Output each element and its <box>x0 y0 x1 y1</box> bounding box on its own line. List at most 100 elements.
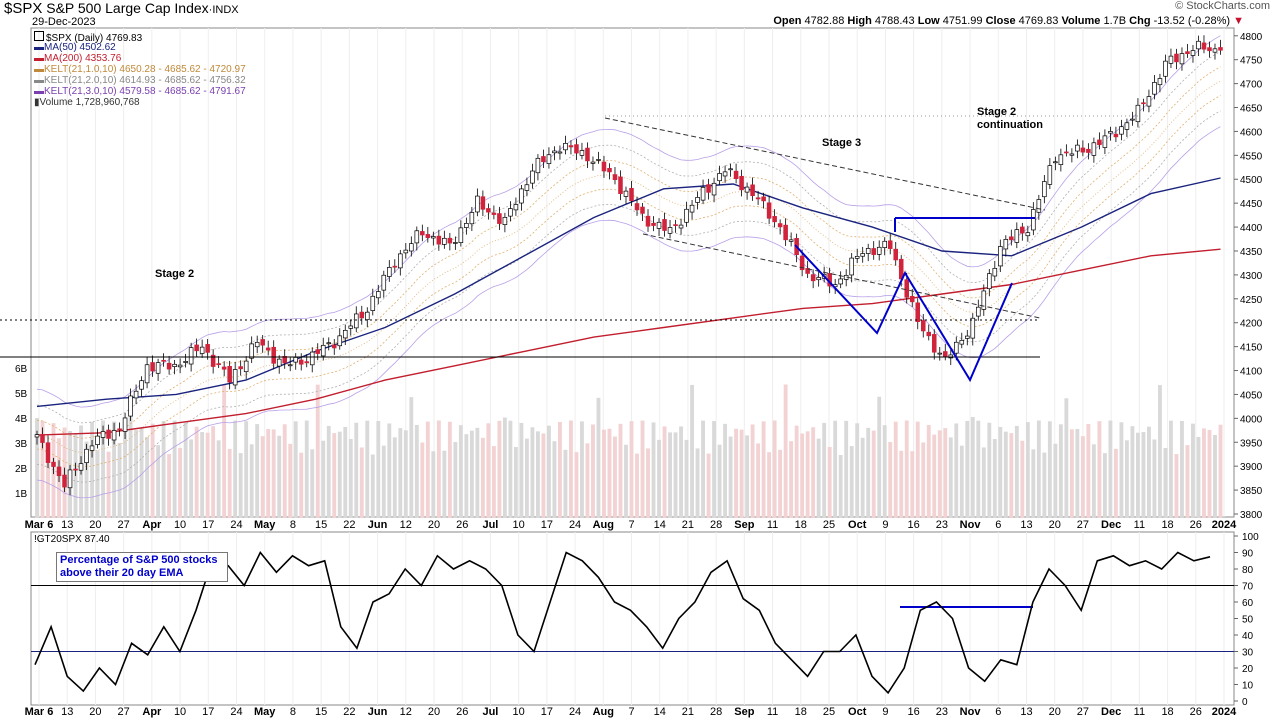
x-tick-label: 20 <box>89 519 101 531</box>
candle-body <box>282 356 287 364</box>
candle-body <box>453 242 458 244</box>
candle-body <box>1069 153 1075 156</box>
volume-bar <box>183 422 188 518</box>
indicator-y-tick-label: 100 <box>1242 532 1259 543</box>
volume-bar <box>376 420 381 518</box>
volume-bar <box>315 384 320 518</box>
x-tick-label: 15 <box>315 519 327 531</box>
candle-body <box>183 361 188 363</box>
x-tick-label: 18 <box>795 706 807 718</box>
legend-price-text: $SPX (Daily) 4769.83 <box>46 33 143 44</box>
candle-body <box>199 346 205 354</box>
candle-body <box>1124 122 1130 130</box>
candle-body <box>871 248 876 255</box>
candle-body <box>1207 47 1212 52</box>
x-tick-label: 14 <box>654 519 666 531</box>
x-tick-label: Aug <box>593 519 614 531</box>
volume-bar <box>90 421 94 518</box>
candle-body <box>915 302 921 323</box>
candle-body <box>431 236 436 239</box>
volume-bar <box>871 430 876 518</box>
candle-body <box>1020 226 1025 234</box>
candle-body <box>942 351 948 357</box>
candle-body <box>1119 126 1124 135</box>
volume-bar <box>750 424 755 518</box>
x-tick-label: 7 <box>628 519 634 531</box>
candle-body <box>838 278 843 285</box>
x-tick-label: 17 <box>541 706 553 718</box>
candle-body <box>51 461 56 467</box>
volume-bar <box>227 448 232 518</box>
candle-body <box>722 171 728 177</box>
volume-bar <box>877 396 882 518</box>
legend-price: $SPX (Daily) 4769.83 <box>34 31 142 44</box>
volume-bar <box>205 432 210 518</box>
volume-bar <box>222 384 227 518</box>
candle-body <box>965 335 970 339</box>
candle-body <box>552 150 557 154</box>
candle-body <box>331 344 337 349</box>
candle-body <box>1003 238 1009 250</box>
legend-ma200-text: MA(200) 4353.76 <box>44 53 122 64</box>
price-y-tick-label: 4800 <box>1240 32 1263 43</box>
volume-bar <box>932 434 937 518</box>
candle-body <box>530 170 535 184</box>
candle-body <box>387 267 392 277</box>
price-y-tick-label: 4500 <box>1240 175 1263 186</box>
x-tick-label: May <box>254 706 276 718</box>
candle-body <box>849 257 854 276</box>
x-tick-label: 18 <box>795 519 807 531</box>
volume-y-tick-label: 6B <box>15 364 28 375</box>
x-tick-label: Apr <box>142 519 162 531</box>
x-tick-label: 12 <box>400 519 412 531</box>
volume-bar <box>238 453 243 518</box>
x-tick-label: 28 <box>710 519 722 531</box>
candle-body <box>403 249 409 254</box>
x-tick-label: 27 <box>1077 706 1089 718</box>
annotation-stage3: Stage 3 <box>822 137 862 149</box>
candle-body <box>579 150 585 156</box>
candle-body <box>788 239 794 242</box>
candle-body <box>1196 40 1201 50</box>
volume-bar <box>613 436 617 518</box>
candle-body <box>210 354 216 367</box>
x-tick-label: 25 <box>823 519 835 531</box>
x-tick-label: Aug <box>593 706 614 718</box>
candle-body <box>133 390 139 399</box>
volume-bar <box>767 452 772 518</box>
candle-body <box>122 417 128 432</box>
volume-bar <box>684 439 689 518</box>
volume-bar <box>480 437 485 518</box>
volume-bar <box>95 450 100 518</box>
volume-bar <box>541 433 546 518</box>
volume-bar <box>910 451 915 518</box>
volume-bar <box>35 418 39 518</box>
indicator-note-line2: above their 20 day EMA <box>60 567 184 579</box>
candle-body <box>1091 142 1097 156</box>
x-tick-label: 16 <box>908 706 920 718</box>
candle-body <box>227 366 232 383</box>
candle-body <box>755 197 761 200</box>
x-tick-label: 20 <box>89 706 101 718</box>
volume-bar <box>1108 420 1113 518</box>
volume-y-tick-label: 4B <box>15 414 28 425</box>
close-value: 4769.83 <box>1018 15 1059 27</box>
candle-body <box>684 208 689 223</box>
volume-bar <box>844 420 849 518</box>
volume-bar <box>1075 429 1080 518</box>
candle-body <box>326 342 332 345</box>
candle-body <box>634 203 640 211</box>
candle-body <box>117 428 122 431</box>
volume-bar <box>591 424 595 518</box>
legend-ma50: ▬MA(50) 4502.62 <box>34 42 116 53</box>
candle-body <box>254 341 260 348</box>
volume-bar <box>447 421 452 518</box>
volume-bar <box>811 427 816 518</box>
candle-body <box>56 466 62 477</box>
candle-body <box>1157 78 1163 86</box>
volume-bar <box>948 437 953 518</box>
candle-body <box>486 208 491 213</box>
volume-bar <box>1020 440 1025 518</box>
trendline-lower <box>642 233 1041 319</box>
keltner-band-line <box>36 95 1221 468</box>
